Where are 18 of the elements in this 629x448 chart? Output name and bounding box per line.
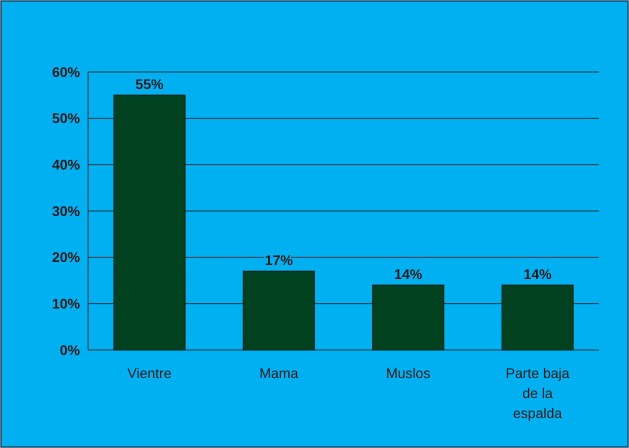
data-label: 14%: [524, 266, 552, 282]
bar: [113, 94, 186, 350]
x-tick-label: Parte baja de la espalda: [506, 365, 570, 421]
bar: [372, 284, 444, 350]
data-label: 55%: [135, 76, 164, 92]
x-tick-label: Mama: [259, 365, 298, 381]
y-tick-label: 50%: [52, 110, 81, 126]
y-tick-label: 60%: [52, 64, 81, 80]
bar: [242, 270, 315, 350]
y-tick-label: 20%: [52, 249, 81, 266]
x-tick-label: Vientre: [127, 365, 172, 381]
y-tick-label: 30%: [52, 202, 81, 219]
y-tick-label: 10%: [52, 296, 81, 312]
bar: [501, 284, 574, 350]
x-tick-label: Muslos: [386, 365, 430, 381]
data-label: 14%: [394, 266, 423, 282]
y-tick-label: 40%: [52, 156, 81, 173]
y-tick-label: 0%: [60, 342, 81, 358]
